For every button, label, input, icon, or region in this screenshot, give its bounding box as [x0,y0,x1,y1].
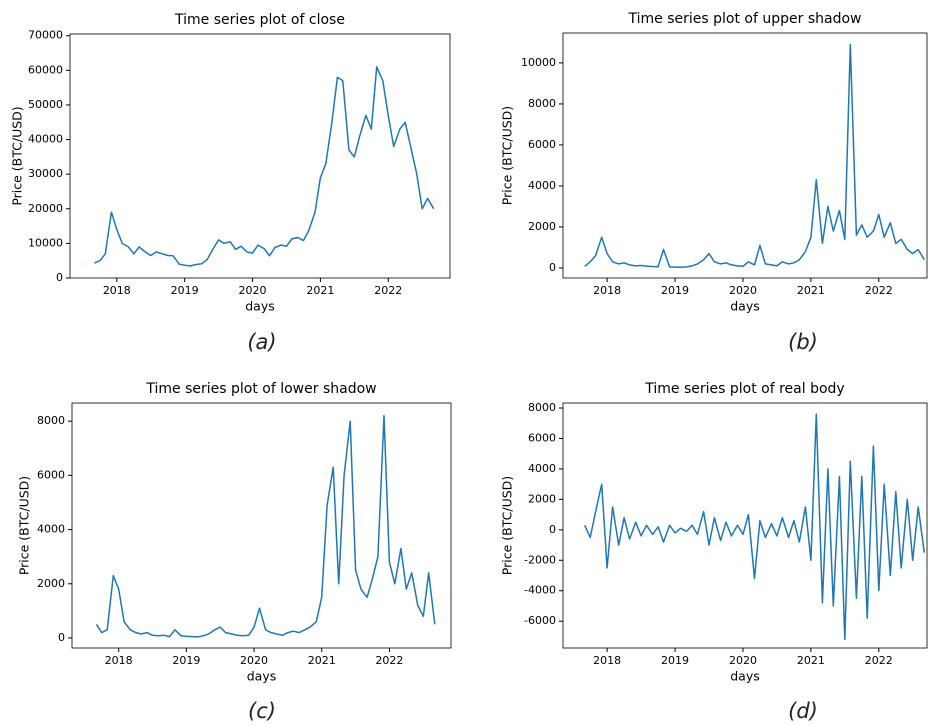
x-axis-label: days [247,669,277,684]
y-tick-label: -6000 [524,614,556,627]
x-tick-label: 2019 [661,654,689,667]
x-tick-label: 2021 [306,284,334,297]
x-axis-label: days [730,299,760,314]
caption: (b) [788,330,818,354]
x-tick-label: 2020 [729,284,757,297]
y-tick-label: 8000 [37,414,65,427]
y-tick-label: 0 [56,271,63,284]
axes-frame [71,402,452,649]
x-tick-label: 2021 [308,654,336,667]
y-tick-label: 0 [549,261,556,274]
y-tick-label: 4000 [528,179,556,192]
y-tick-label: 8000 [528,97,556,110]
series-line [94,66,435,267]
x-tick-label: 2019 [661,284,689,297]
y-axis-label: Price (BTC/USD) [17,476,32,575]
axes-frame [69,33,451,279]
y-tick-label: 60000 [28,63,63,76]
x-tick-label: 2018 [103,284,131,297]
y-tick-label: 30000 [28,167,63,180]
caption: (d) [788,699,818,723]
chart-title: Time series plot of lower shadow [145,381,376,397]
y-tick-label: 6000 [528,431,556,444]
x-tick-label: 2020 [729,654,757,667]
y-tick-label: 4000 [528,462,556,475]
y-tick-label: 4000 [37,523,65,536]
x-tick-label: 2022 [374,284,402,297]
caption: (c) [248,699,276,723]
y-tick-label: -2000 [524,553,556,566]
x-tick-label: 2019 [172,654,200,667]
y-axis-label: Price (BTC/USD) [500,106,515,205]
chart-title: Time series plot of real body [644,381,844,397]
y-tick-label: 10000 [28,236,63,249]
caption: (a) [247,330,276,354]
y-tick-label: 6000 [37,468,65,481]
y-tick-label: 10000 [521,56,556,69]
series-line [584,413,926,641]
x-tick-label: 2020 [239,284,267,297]
series-line [95,414,436,638]
axes-frame [562,402,928,649]
x-axis-label: days [245,299,275,314]
x-tick-label: 2022 [865,654,893,667]
y-tick-label: 0 [58,631,65,644]
y-tick-label: 8000 [528,401,556,414]
x-tick-label: 2021 [797,654,825,667]
axes-frame [562,32,928,279]
y-tick-label: 2000 [528,220,556,233]
chart-title: Time series plot of close [174,12,345,28]
y-tick-label: 20000 [28,202,63,215]
y-tick-label: 0 [549,523,556,536]
x-axis-label: days [730,669,760,684]
x-tick-label: 2019 [171,284,199,297]
y-tick-label: -4000 [524,584,556,597]
x-tick-label: 2020 [240,654,268,667]
x-tick-label: 2018 [105,654,133,667]
y-tick-label: 2000 [528,492,556,505]
y-tick-label: 70000 [28,29,63,42]
x-tick-label: 2022 [375,654,403,667]
x-tick-label: 2018 [593,284,621,297]
y-tick-label: 2000 [37,577,65,590]
y-tick-label: 6000 [528,138,556,151]
y-tick-label: 40000 [28,133,63,146]
x-tick-label: 2022 [865,284,893,297]
y-tick-label: 50000 [28,98,63,111]
y-axis-label: Price (BTC/USD) [500,476,515,575]
y-axis-label: Price (BTC/USD) [10,106,25,205]
x-tick-label: 2021 [797,284,825,297]
x-tick-label: 2018 [593,654,621,667]
series-line [584,43,925,269]
chart-title: Time series plot of upper shadow [628,11,862,27]
